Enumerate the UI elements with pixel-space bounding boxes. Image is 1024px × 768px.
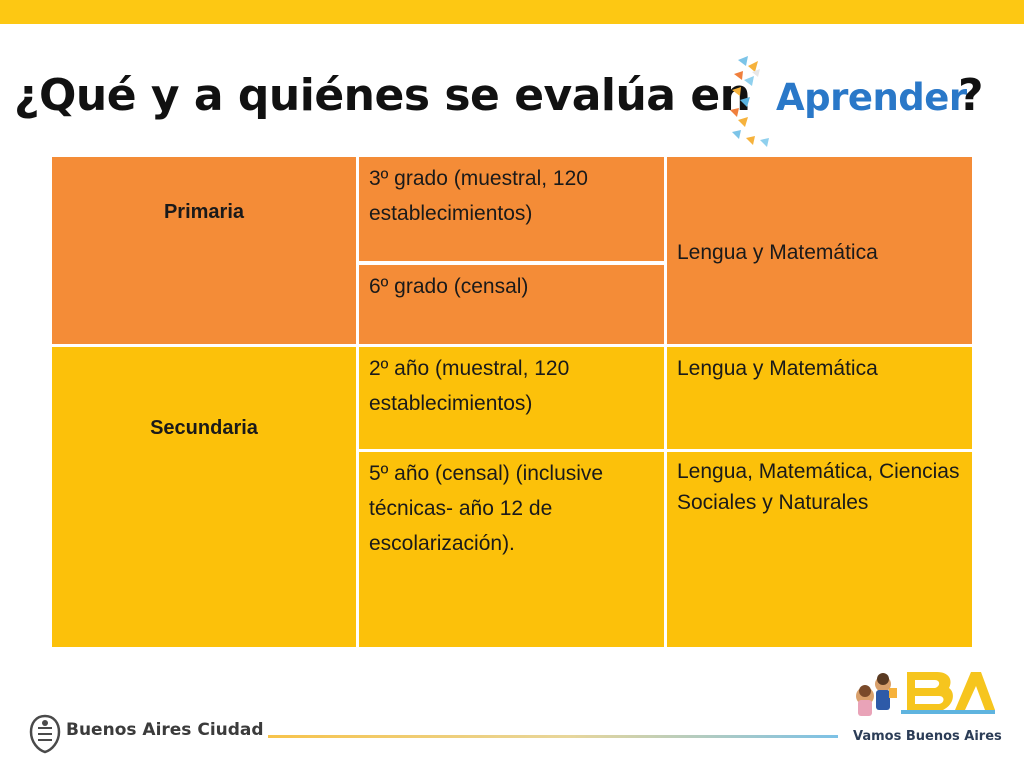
primaria-label-cell: Primaria [52,157,356,344]
secundaria-grade-cell-2: 5º año (censal) (inclusive técnicas- año… [359,452,664,647]
secundaria-grade-2: 2º año (muestral, 120 establecimientos) [369,357,570,415]
secundaria-subjects-cell-2: Lengua, Matemática, Ciencias Sociales y … [667,452,972,647]
footer-divider-right [568,735,838,738]
page-title-question-mark: ? [958,70,984,121]
aprender-butterfly-icon [730,56,769,147]
buenos-aires-ciudad-logo: Buenos Aires Ciudad [66,720,264,740]
secundaria-subjects-1: Lengua y Matemática [677,357,878,380]
primaria-subjects-cell: Lengua y Matemática [667,157,972,344]
secundaria-grade-5: 5º año (censal) (inclusive técnicas- año… [369,462,604,555]
top-accent-bar [0,0,1024,24]
aprender-logo: Aprender [726,52,967,154]
primaria-grade-3: 3º grado (muestral, 120 establecimientos… [369,167,588,225]
vamos-buenos-aires-logo-text: Vamos Buenos Aires [853,729,1002,744]
vamos-ba-logo-icon [856,672,995,716]
primaria-subjects: Lengua y Matemática [677,241,878,264]
footer-divider-left [268,735,568,738]
primaria-label: Primaria [163,201,245,223]
primaria-grade-cell-1: 3º grado (muestral, 120 establecimientos… [359,157,664,261]
page-title: ¿Qué y a quiénes se evalúa en [14,70,751,121]
primaria-grade-cell-2: 6º grado (censal) [359,265,664,344]
secundaria-label: Secundaria [150,417,258,439]
buenos-aires-crest-icon [29,714,61,754]
secundaria-subjects-cell-1: Lengua y Matemática [667,347,972,449]
secundaria-subjects-2: Lengua, Matemática, Ciencias Sociales y … [677,460,960,514]
secundaria-label-cell: Secundaria [52,347,356,647]
primaria-grade-6: 6º grado (censal) [369,275,529,298]
secundaria-grade-cell-1: 2º año (muestral, 120 establecimientos) [359,347,664,449]
aprender-logo-text: Aprender [776,76,967,119]
